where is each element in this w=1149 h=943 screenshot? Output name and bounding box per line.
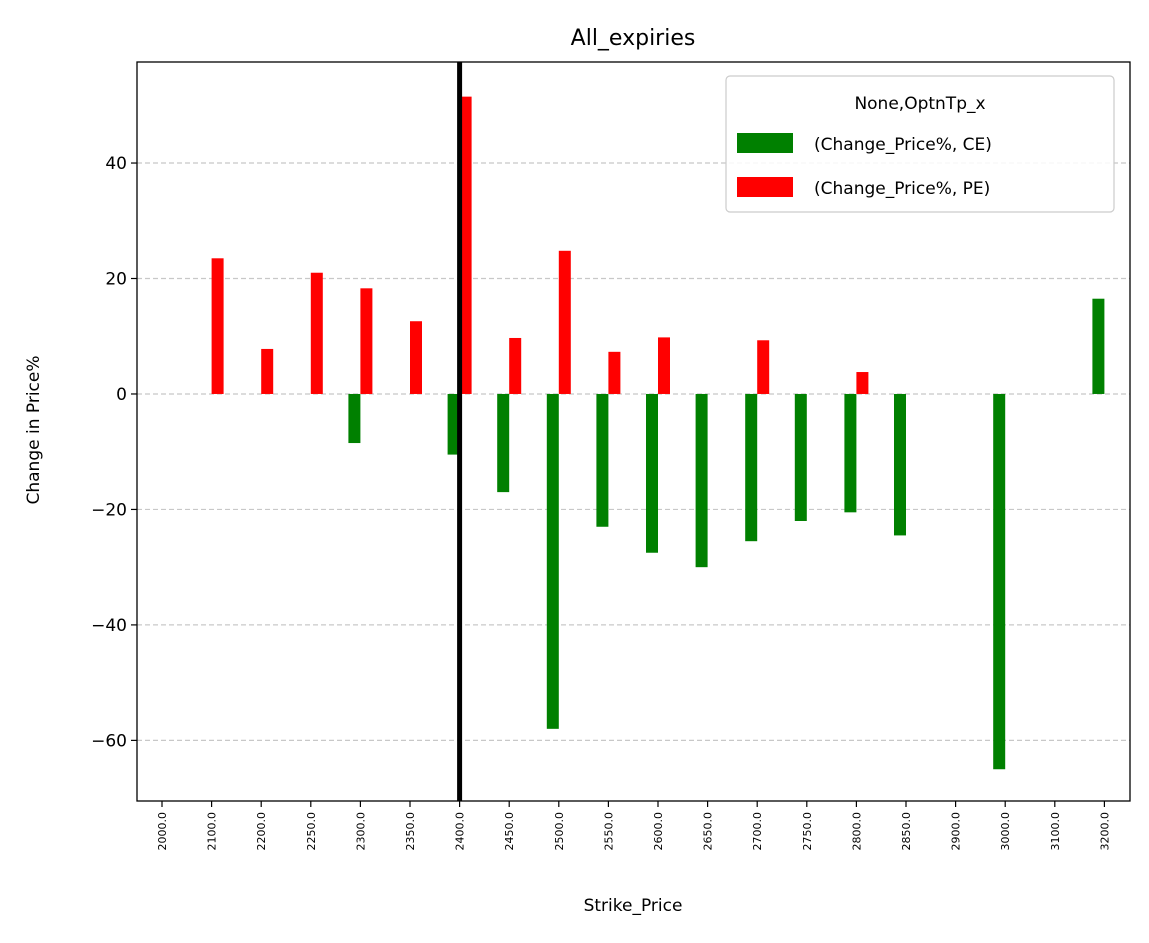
bar-pe-2550.0 bbox=[608, 351, 621, 394]
x-tick-label: 2700.0 bbox=[751, 812, 764, 851]
bar-pe-2200.0 bbox=[261, 348, 274, 394]
x-axis-label: Strike_Price bbox=[584, 896, 683, 916]
bar-ce-2550.0 bbox=[596, 393, 609, 527]
bar-ce-3000.0 bbox=[993, 393, 1006, 770]
bar-pe-2400.0 bbox=[459, 96, 472, 394]
gridlines bbox=[137, 162, 1130, 741]
x-tick-label: 2550.0 bbox=[602, 812, 615, 851]
x-tick-label: 2450.0 bbox=[503, 812, 516, 851]
bar-pe-2350.0 bbox=[410, 321, 422, 394]
y-tick-label: 0 bbox=[116, 385, 127, 405]
x-tick-label: 2850.0 bbox=[900, 812, 913, 851]
legend-swatch-ce bbox=[737, 133, 793, 153]
plot-frame bbox=[136, 61, 1131, 802]
legend-title: None,OptnTp_x bbox=[854, 94, 985, 114]
legend-swatch-pe bbox=[737, 177, 793, 197]
bar-ce-2600.0 bbox=[646, 393, 658, 553]
chart-title: All_expiries bbox=[571, 26, 696, 51]
bar-pe-2450.0 bbox=[509, 337, 522, 394]
bars bbox=[211, 96, 1105, 770]
x-tick-label: 2250.0 bbox=[305, 812, 318, 851]
x-tick-label: 3200.0 bbox=[1098, 812, 1111, 851]
bar-ce-2800.0 bbox=[844, 393, 857, 513]
bar-ce-2450.0 bbox=[497, 393, 510, 493]
bar-ce-2700.0 bbox=[745, 393, 758, 542]
legend: None,OptnTp_x (Change_Price%, CE) (Change_… bbox=[725, 75, 1115, 213]
x-tick-label: 2500.0 bbox=[553, 812, 566, 851]
x-tick-label: 2350.0 bbox=[404, 812, 417, 851]
x-tick-label: 2750.0 bbox=[801, 812, 814, 851]
bar-ce-2300.0 bbox=[348, 393, 361, 444]
x-tick-label: 3100.0 bbox=[1049, 812, 1062, 851]
y-tick-label: 40 bbox=[105, 154, 127, 174]
x-tick-label: 2800.0 bbox=[850, 812, 863, 851]
x-tick-label: 3000.0 bbox=[999, 812, 1012, 851]
x-tick-label: 2100.0 bbox=[206, 812, 219, 851]
x-tick-label: 2300.0 bbox=[354, 812, 367, 851]
bar-pe-2700.0 bbox=[757, 340, 770, 394]
bar-ce-2400.0 bbox=[447, 393, 460, 455]
bar-pe-2500.0 bbox=[558, 250, 571, 394]
bar-pe-2100.0 bbox=[211, 258, 224, 394]
x-tick-label: 2600.0 bbox=[652, 812, 665, 851]
bar-ce-3200.0 bbox=[1092, 298, 1105, 394]
bar-ce-2850.0 bbox=[894, 393, 906, 536]
bar-ce-2750.0 bbox=[794, 393, 807, 521]
bar-pe-2300.0 bbox=[360, 288, 373, 394]
x-tick-label: 2000.0 bbox=[156, 812, 169, 851]
x-axis-ticks: 2000.0 2100.0 2200.0 2250.0 2300.0 2350.0 2400… bbox=[156, 801, 1111, 851]
bar-ce-2500.0 bbox=[546, 393, 559, 729]
bar-ce-2650.0 bbox=[695, 393, 708, 568]
x-tick-label: 2900.0 bbox=[950, 812, 963, 851]
bar-pe-2800.0 bbox=[856, 372, 869, 394]
bar-pe-2250.0 bbox=[310, 272, 323, 394]
y-tick-label: −40 bbox=[91, 616, 127, 636]
bar-pe-2600.0 bbox=[658, 337, 670, 394]
y-tick-label: −20 bbox=[91, 500, 127, 520]
x-tick-label: 2400.0 bbox=[454, 812, 467, 851]
legend-label-ce: (Change_Price%, CE) bbox=[814, 135, 992, 155]
legend-box bbox=[725, 75, 1115, 213]
y-tick-label: 20 bbox=[105, 270, 127, 290]
legend-label-pe: (Change_Price%, PE) bbox=[814, 179, 990, 199]
y-tick-label: −60 bbox=[91, 731, 127, 751]
x-tick-label: 2200.0 bbox=[255, 812, 268, 851]
x-tick-label: 2650.0 bbox=[702, 812, 715, 851]
y-axis-ticks: −60 −40 −20 0 20 40 bbox=[91, 154, 137, 751]
y-axis-label: Change in Price% bbox=[24, 355, 44, 504]
